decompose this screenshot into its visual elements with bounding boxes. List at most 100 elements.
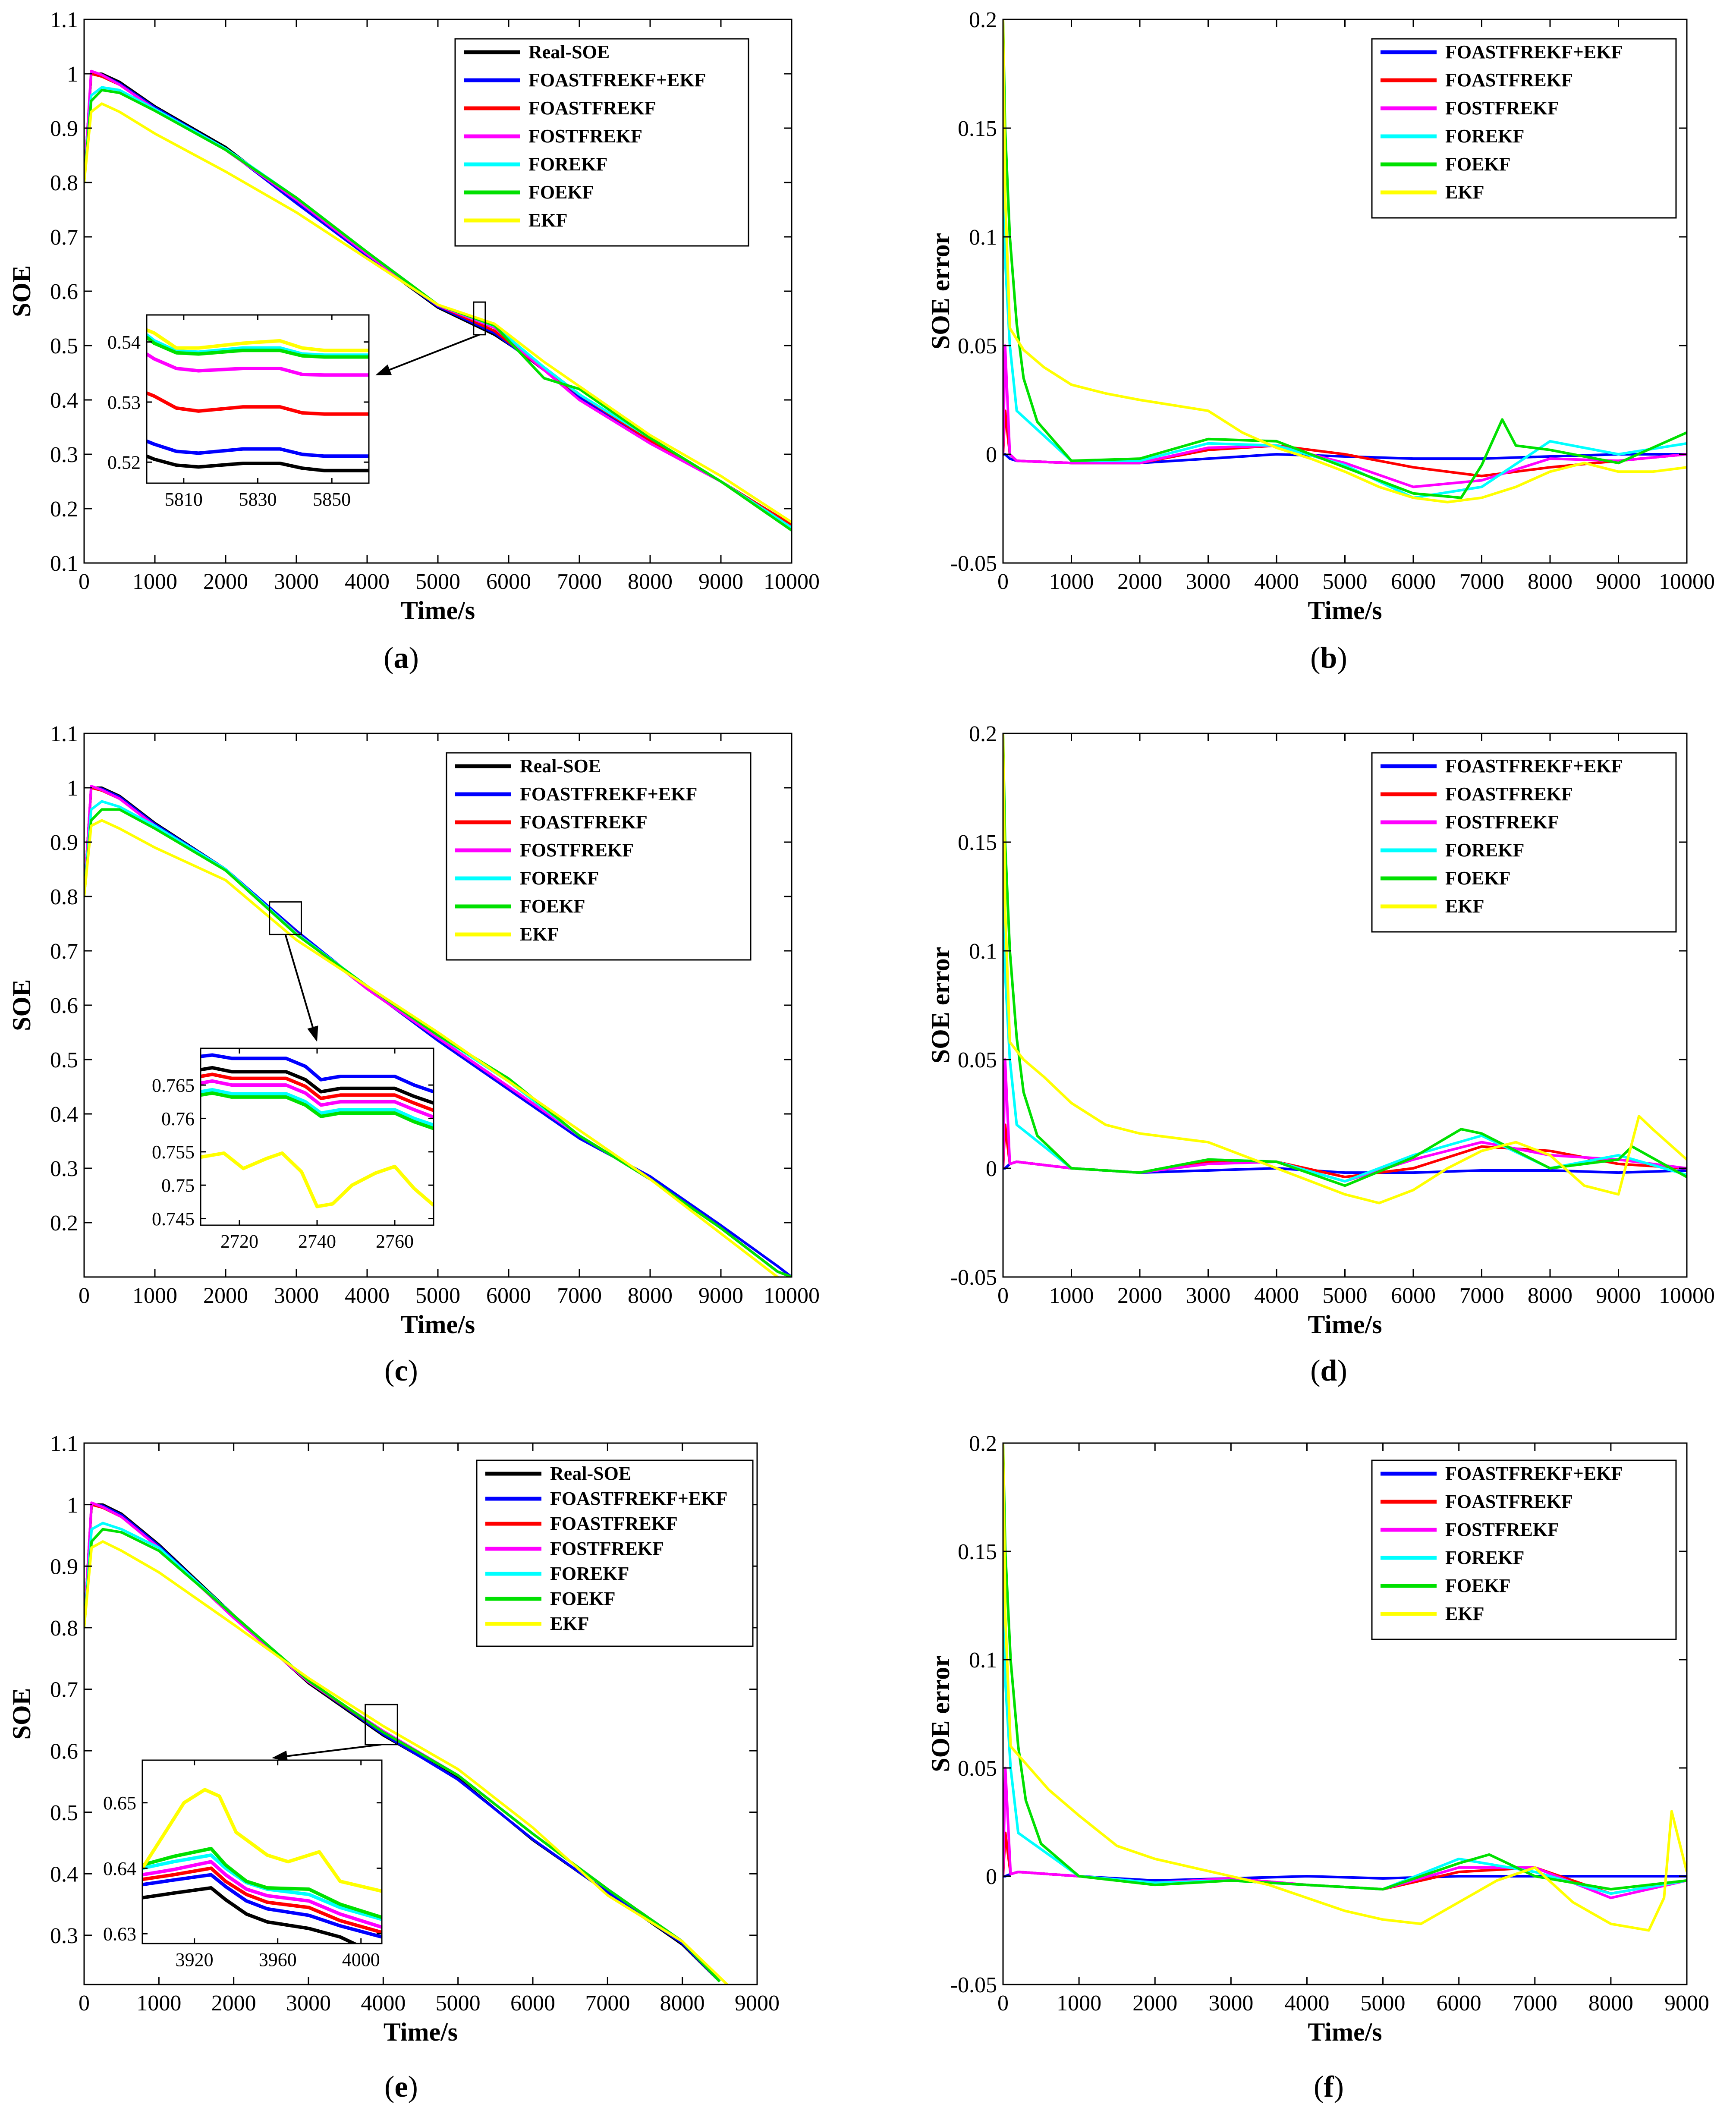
legend-box (476, 1459, 754, 1647)
series-group (84, 1501, 728, 1985)
y-tick-label: 0.4 (50, 1102, 78, 1127)
legend: FOASTFREKF+EKF FOASTFREKF FOSTFREKF FOREKF F… (1371, 752, 1677, 933)
inset-series-line-foekf (142, 1846, 382, 1919)
inset-x-tick-label: 5850 (313, 489, 351, 510)
x-axis-label: Time/s (401, 1310, 475, 1339)
x-tick-label: 3000 (286, 1991, 331, 2016)
inset-y-tick-label: 0.52 (107, 452, 141, 473)
x-tick-label: 6000 (1391, 569, 1436, 594)
inset-y-tick-label: 0.63 (103, 1924, 136, 1945)
x-tick-label: 2000 (203, 1283, 248, 1308)
x-tick-label: 5000 (415, 1283, 460, 1308)
y-tick-label: 1 (67, 776, 78, 801)
y-tick-label: 0.3 (50, 1924, 78, 1948)
y-tick-label: 0.1 (969, 939, 997, 964)
y-axis-label: SOE (7, 979, 36, 1031)
y-tick-label: 0.15 (958, 830, 997, 855)
legend-label-foekf: FOEKF (1445, 868, 1511, 889)
y-tick-label: 0.4 (50, 1862, 78, 1887)
legend: FOASTFREKF+EKF FOASTFREKF FOSTFREKF FOREKF F… (1371, 1459, 1677, 1640)
x-tick-label: 1000 (1049, 569, 1094, 594)
y-tick-label: 0.15 (958, 1540, 997, 1564)
x-tick-label: 10000 (764, 569, 820, 594)
x-tick-label: 5000 (415, 569, 460, 594)
y-tick-label: 1.1 (50, 1431, 78, 1456)
inset-series-line-forekf (201, 1088, 434, 1127)
inset-series-group (201, 1053, 434, 1208)
panel-e: 0 1000 2000 3000 4000 5000 6000 7000 8000 9000 0.3… (7, 1431, 780, 2104)
panel-label-letter: e (394, 2070, 408, 2104)
legend-label-foekf: FOEKF (1445, 154, 1511, 175)
x-tick-label: 7000 (1459, 1283, 1504, 1308)
panel-label-letter: d (1321, 1354, 1337, 1387)
inset-series-line-ekf (147, 328, 369, 352)
inset-series-line-real-soe (142, 1886, 358, 1944)
y-tick-label: 0.5 (50, 1801, 78, 1825)
inset-series-line-foastfrekf-ekf (142, 1873, 382, 1939)
legend-label-forekf: FOREKF (528, 154, 607, 175)
series-line-foekf (84, 1528, 721, 1982)
y-axis-label: SOE error (926, 947, 955, 1064)
x-tick-label: 10000 (1659, 569, 1715, 594)
panel-label-close-paren: ) (409, 642, 419, 675)
panel-label-open-paren: ( (1310, 1354, 1320, 1387)
series-line-foastfrekf-ekf (1003, 453, 1687, 465)
legend-label-foastfrekf-ekf: FOASTFREKF+EKF (1445, 41, 1623, 63)
inset-x-tick-label: 5810 (165, 489, 203, 510)
x-tick-label: 9000 (1596, 1283, 1641, 1308)
series-group (1003, 19, 1687, 503)
x-tick-label: 0 (79, 1283, 90, 1308)
legend-label-fostfrekf: FOSTFREKF (550, 1538, 664, 1559)
x-tick-label: 0 (79, 569, 90, 594)
panel-label-letter: f (1324, 2070, 1334, 2104)
x-tick-label: 3000 (274, 569, 319, 594)
panel-label-open-paren: ( (1310, 642, 1320, 675)
inset-series-line-foekf (201, 1091, 434, 1130)
legend-label-foastfrekf-ekf: FOASTFREKF+EKF (520, 783, 697, 805)
x-axis-label: Time/s (384, 2018, 458, 2046)
x-tick-label: 1000 (1049, 1283, 1094, 1308)
legend-label-foastfrekf: FOASTFREKF (1445, 783, 1573, 805)
series-line-ekf (84, 1540, 728, 1985)
legend-label-forekf: FOREKF (1445, 1547, 1524, 1568)
x-tick-label: 1000 (132, 1283, 177, 1308)
inset-y-tick-label: 0.53 (107, 392, 141, 413)
zoom-arrow-head (272, 1750, 288, 1762)
x-tick-label: 6000 (486, 1283, 531, 1308)
panel-label-close-paren: ) (1334, 2070, 1344, 2104)
x-tick-label: 5000 (1361, 1991, 1406, 2016)
x-tick-label: 4000 (345, 1283, 390, 1308)
x-tick-label: 2000 (1132, 1991, 1177, 2016)
x-tick-label: 5000 (1323, 569, 1368, 594)
series-line-ekf (1003, 733, 1687, 1205)
x-axis-label: Time/s (401, 596, 475, 625)
legend-label-foastfrekf: FOASTFREKF (520, 811, 648, 833)
axes-frame (83, 1442, 758, 1985)
inset-series-group (147, 328, 369, 472)
y-tick-label: 0.7 (50, 225, 78, 250)
legend-label-foekf: FOEKF (1445, 1575, 1511, 1596)
inset-series-line-real-soe (147, 454, 369, 472)
y-tick-label: 0.2 (50, 1211, 78, 1236)
x-tick-label: 9000 (698, 1283, 743, 1308)
panel-label: (b) (1310, 642, 1347, 675)
panel-label-letter: b (1321, 642, 1337, 675)
zoom-arrow-head (307, 1025, 318, 1042)
series-line-foekf (1003, 19, 1687, 499)
inset-series-line-foastfrekf-ekf (147, 439, 369, 458)
y-axis-label: SOE error (926, 1655, 955, 1772)
y-tick-label: -0.05 (950, 1265, 997, 1290)
inset-series-line-fostfrekf (201, 1079, 434, 1119)
y-tick-label: 0.7 (50, 1678, 78, 1702)
x-tick-label: 2000 (1117, 1283, 1162, 1308)
y-tick-label: 0.5 (50, 334, 78, 359)
x-tick-label: 4000 (1254, 1283, 1299, 1308)
legend-label-foekf: FOEKF (528, 182, 594, 203)
x-tick-label: 10000 (764, 1283, 820, 1308)
inset-series-group (142, 1788, 382, 1944)
x-tick-label: 4000 (361, 1991, 406, 2016)
inset-x-tick-label: 2740 (298, 1231, 336, 1252)
panel-b: 0 1000 2000 3000 4000 5000 6000 7000 8000 9000 100… (926, 8, 1715, 675)
panel-label-open-paren: ( (384, 1354, 394, 1387)
